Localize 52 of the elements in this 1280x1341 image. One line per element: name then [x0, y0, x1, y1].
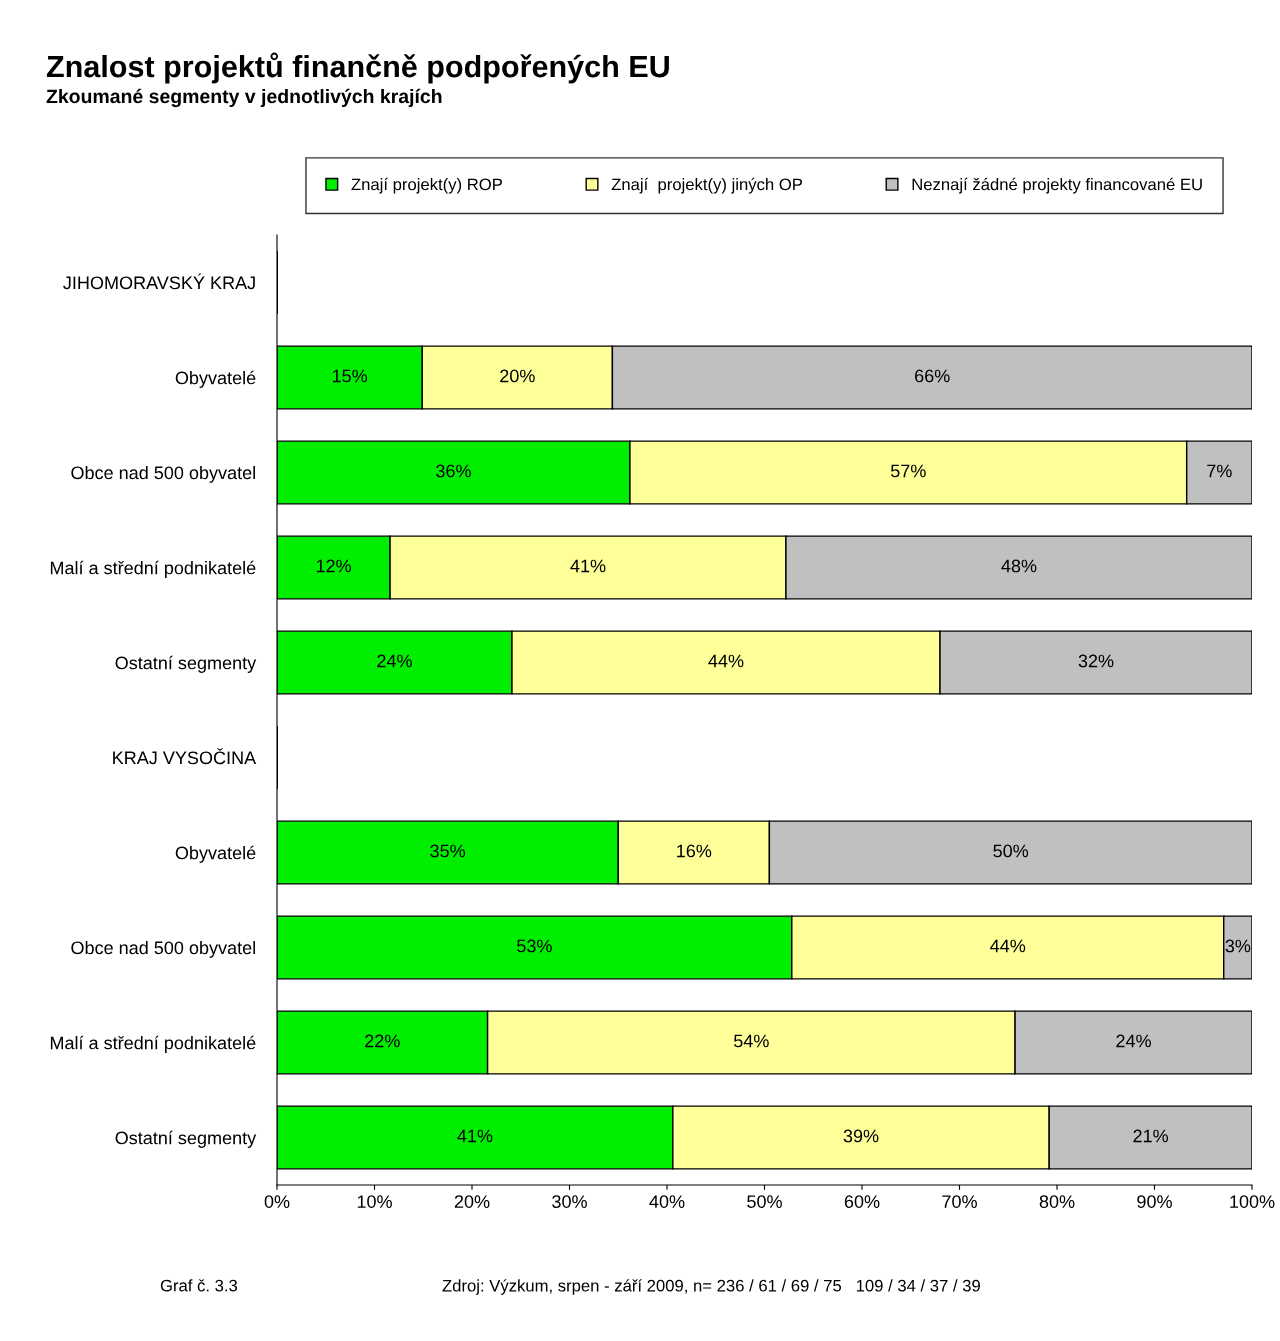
y-tick-label: Obyvatelé	[175, 370, 256, 388]
y-tick-label: Ostatní segmenty	[115, 1130, 257, 1148]
chart-title: Znalost projektů finančně podpořených EU	[46, 52, 669, 84]
y-tick-label: Ostatní segmenty	[115, 655, 257, 673]
data-label: 24%	[1116, 1034, 1151, 1048]
data-label: 50%	[993, 844, 1029, 858]
x-tick-label: 80%	[1039, 1195, 1075, 1208]
x-tick-label: 20%	[454, 1195, 490, 1208]
y-tick-label: Obce nad 500 obyvatel	[71, 940, 255, 958]
x-tick-label: 60%	[844, 1195, 880, 1208]
x-tick-label: 30%	[552, 1195, 587, 1208]
data-label: 36%	[436, 464, 471, 478]
data-label: 22%	[365, 1034, 400, 1048]
legend-label: Neznají žádné projekty financované EU	[912, 177, 1202, 194]
data-label: 35%	[430, 844, 466, 858]
y-tick-label: Malí a střední podnikatelé	[50, 560, 256, 578]
x-tick-label: 50%	[747, 1195, 782, 1208]
data-label: 20%	[500, 369, 535, 383]
data-label: 44%	[708, 654, 744, 668]
text: Zdroj: Výzkum, srpen - září 2009, n= 236 / 61 / 69 / 75 109 / 34 / 37 / 39	[442, 1279, 980, 1295]
data-label: 3%	[1225, 939, 1251, 953]
y-tick-label: JIHOMORAVSKÝ KRAJ	[63, 273, 255, 290]
y-tick-label: Obce nad 500 obyvatel	[71, 465, 255, 483]
data-label: 53%	[517, 939, 552, 953]
text: Graf č. 3.3	[160, 1279, 238, 1292]
data-label: 48%	[1001, 559, 1037, 573]
data-label: 16%	[677, 844, 712, 858]
x-tick-label: 70%	[942, 1195, 977, 1208]
x-tick-label: 100%	[1230, 1195, 1275, 1208]
legend-label: Znají projekt(y) jiných OP	[611, 177, 803, 194]
data-label: 39%	[843, 1129, 879, 1143]
x-tick-label: 40%	[649, 1195, 685, 1208]
x-tick-label: 10%	[357, 1195, 392, 1208]
data-label: 41%	[457, 1129, 493, 1143]
data-label: 57%	[890, 464, 926, 478]
data-label: 41%	[570, 559, 606, 573]
y-tick-label: Obyvatelé	[175, 845, 256, 863]
data-label: 32%	[1078, 654, 1114, 668]
data-label: 7%	[1207, 464, 1232, 478]
data-label: 12%	[316, 559, 351, 573]
x-tick-label: 0%	[264, 1195, 290, 1208]
data-label: 66%	[915, 369, 950, 383]
chart-subtitle: Zkoumané segmenty v jednotlivých krajích	[46, 88, 442, 108]
data-label: 21%	[1133, 1129, 1169, 1143]
legend-label: Znají projekt(y) ROP	[351, 177, 502, 194]
y-tick-label: Malí a střední podnikatelé	[50, 1035, 256, 1053]
data-label: 44%	[990, 939, 1026, 953]
data-label: 54%	[733, 1034, 769, 1048]
data-label: 24%	[377, 654, 412, 668]
y-tick-label: KRAJ VYSOČINA	[113, 748, 257, 765]
data-label: 15%	[332, 369, 368, 383]
x-tick-label: 90%	[1137, 1195, 1172, 1208]
